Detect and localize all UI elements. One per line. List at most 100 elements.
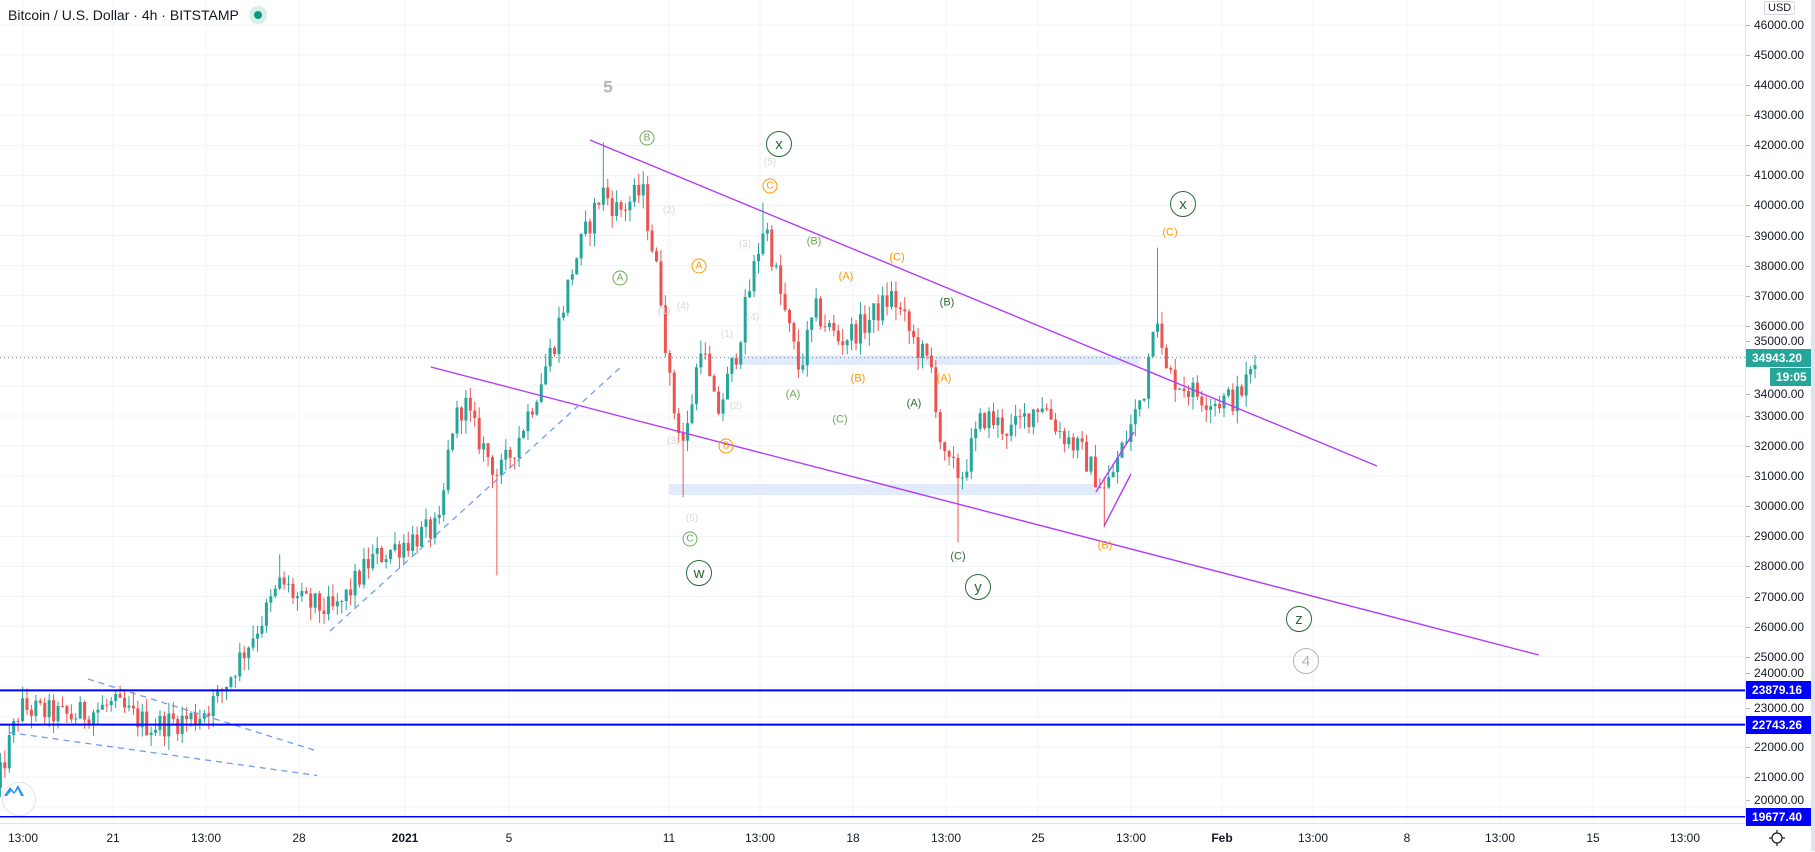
- currency-button[interactable]: USD: [1764, 1, 1796, 15]
- candle-body: [371, 553, 375, 569]
- candle-body: [694, 367, 698, 405]
- wave-label[interactable]: (3): [738, 239, 752, 250]
- tradingview-logo-icon[interactable]: [2, 782, 36, 816]
- wave-label[interactable]: B: [639, 130, 655, 146]
- price-tick: 22000.00: [1745, 739, 1805, 754]
- scrollbar[interactable]: [1811, 0, 1815, 851]
- candle-body: [575, 258, 579, 275]
- candle-body: [1240, 386, 1244, 396]
- candle-body: [1098, 487, 1102, 489]
- wave-label[interactable]: y: [965, 574, 991, 600]
- candle-body: [699, 353, 703, 368]
- wave-label[interactable]: (A): [785, 388, 801, 401]
- candle-body: [845, 340, 849, 346]
- candle-body: [739, 342, 743, 365]
- candle-body: [934, 367, 938, 413]
- candle-body: [1027, 413, 1031, 427]
- candle-body: [366, 558, 370, 569]
- candle-body: [0, 762, 2, 788]
- wave-label[interactable]: (2): [662, 205, 676, 216]
- wave-label[interactable]: (1): [657, 306, 671, 317]
- candle-body: [1062, 431, 1066, 445]
- price-scale[interactable]: 34943.20 19:05 23879.16 22743.26 19677.40 200…: [1745, 0, 1812, 826]
- chart-pane[interactable]: Bitcoin / U.S. Dollar · 4h · BITSTAMP 5 B…: [0, 0, 1745, 823]
- candle-body: [499, 459, 503, 476]
- candle-body: [65, 706, 69, 714]
- symbol-title[interactable]: Bitcoin / U.S. Dollar · 4h · BITSTAMP: [8, 7, 239, 23]
- candle-body: [12, 720, 16, 736]
- candle-body: [353, 570, 357, 596]
- market-status-icon[interactable]: [248, 6, 267, 24]
- wave-label[interactable]: (C): [832, 413, 848, 426]
- wave-label[interactable]: x: [1170, 191, 1196, 217]
- wave-label[interactable]: (C): [950, 550, 966, 563]
- separator: ·: [161, 7, 166, 23]
- wave-label[interactable]: (4): [676, 301, 690, 312]
- wave-label[interactable]: C: [762, 178, 778, 194]
- wave-label[interactable]: (5): [685, 513, 699, 524]
- wave-label[interactable]: 5: [603, 77, 613, 97]
- candle-body: [145, 711, 149, 736]
- candle-body: [1182, 388, 1186, 392]
- candle-body: [792, 323, 796, 342]
- wave-label[interactable]: (5): [763, 157, 777, 168]
- wave-label[interactable]: A: [691, 258, 707, 274]
- wave-label[interactable]: (2): [729, 401, 743, 412]
- candle-body: [96, 709, 100, 713]
- candle-body: [916, 337, 920, 358]
- candle-body: [114, 694, 118, 701]
- candle-body: [433, 517, 437, 539]
- candle-body: [530, 411, 534, 415]
- candle-body: [411, 534, 415, 551]
- candle-body: [535, 402, 539, 415]
- price-tick: 32000.00: [1745, 439, 1805, 454]
- candle-body: [1195, 382, 1199, 397]
- price-tick: 44000.00: [1745, 78, 1805, 93]
- settings-gear-icon[interactable]: [1768, 829, 1786, 847]
- price-tick: 29000.00: [1745, 529, 1805, 544]
- wave-label[interactable]: x: [766, 131, 792, 157]
- wave-label[interactable]: z: [1286, 606, 1312, 632]
- wave-label[interactable]: (1): [720, 329, 734, 340]
- wave-label[interactable]: (3): [666, 436, 680, 447]
- candle-body: [105, 704, 109, 706]
- candle-body: [628, 201, 632, 211]
- candle-body: [1116, 457, 1120, 473]
- candle-body: [943, 442, 947, 452]
- candle-body: [291, 583, 295, 599]
- candle-body: [601, 187, 605, 205]
- candle-body: [557, 317, 561, 355]
- wave-label[interactable]: C: [682, 531, 698, 547]
- price-tick: 35000.00: [1745, 333, 1805, 348]
- candle-body: [969, 438, 973, 472]
- wave-label[interactable]: (B): [939, 296, 955, 309]
- wave-label[interactable]: (B): [806, 235, 822, 248]
- price-tick: 21000.00: [1745, 770, 1805, 784]
- time-scale[interactable]: 13:00 21 13:00 28 2021 5 11 13:00 18 13:00 25 13:00…: [0, 823, 1745, 852]
- wave-label[interactable]: (4): [746, 312, 760, 323]
- wave-label[interactable]: (A): [838, 270, 854, 283]
- wave-label[interactable]: 4: [1293, 648, 1319, 674]
- wave-label[interactable]: B: [718, 438, 734, 454]
- time-tick: 13:00: [930, 831, 962, 845]
- wave-label[interactable]: (B): [1097, 539, 1113, 552]
- chart-canvas[interactable]: [0, 0, 1745, 823]
- time-tick: 13:00: [744, 831, 776, 845]
- candle-body: [149, 732, 153, 736]
- candle-body: [513, 457, 517, 459]
- wave-label[interactable]: (C): [889, 251, 905, 264]
- wave-label[interactable]: (B): [850, 372, 866, 385]
- wave-label[interactable]: (A): [936, 372, 952, 385]
- wave-label[interactable]: w: [686, 560, 712, 586]
- candle-body: [637, 184, 641, 196]
- candle-body: [397, 544, 401, 558]
- price-zone: [668, 484, 1100, 495]
- wave-label[interactable]: (C): [1162, 226, 1178, 239]
- wave-label[interactable]: (A): [906, 397, 922, 410]
- candle-body: [765, 229, 769, 234]
- time-tick: 15: [1586, 831, 1600, 845]
- candle-body: [588, 221, 592, 234]
- candle-body: [996, 417, 1000, 426]
- price-tick: 20000.00: [1745, 792, 1805, 807]
- wave-label[interactable]: A: [612, 270, 628, 286]
